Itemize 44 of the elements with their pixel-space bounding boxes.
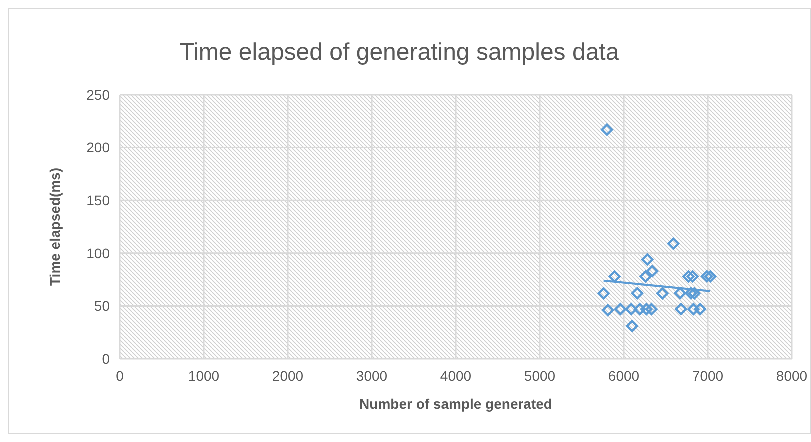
chart-title: Time elapsed of generating samples data xyxy=(180,39,620,66)
point xyxy=(641,254,654,266)
point xyxy=(701,270,714,283)
point xyxy=(694,303,707,316)
point xyxy=(688,287,701,300)
point xyxy=(602,304,614,317)
x-tick-label: 3000 xyxy=(356,368,388,384)
point xyxy=(608,270,621,283)
x-tick-label: 1000 xyxy=(188,368,220,384)
x-tick-label: 4000 xyxy=(440,368,472,384)
point xyxy=(640,270,652,283)
y-tick-label: 50 xyxy=(94,298,110,314)
point xyxy=(704,270,717,283)
y-tick-label: 250 xyxy=(86,86,110,103)
point xyxy=(646,265,659,278)
point xyxy=(614,303,627,316)
x-tick-label: 6000 xyxy=(608,368,640,384)
point xyxy=(646,303,658,316)
point xyxy=(688,303,700,316)
x-tick-label: 2000 xyxy=(272,368,304,384)
point xyxy=(640,303,653,316)
point xyxy=(682,270,695,283)
y-tick-label: 100 xyxy=(86,245,110,262)
point xyxy=(686,270,699,283)
point xyxy=(631,287,644,300)
x-tick-label: 7000 xyxy=(692,368,724,384)
point xyxy=(674,287,686,300)
point xyxy=(626,320,638,332)
x-axis-title: Number of sample generated xyxy=(360,396,552,412)
y-tick-label: 0 xyxy=(102,350,110,367)
y-tick-label: 150 xyxy=(86,192,110,208)
point xyxy=(667,238,680,250)
point xyxy=(675,303,688,316)
y-axis-title: Time elapsed(ms) xyxy=(47,168,63,286)
point xyxy=(685,287,698,300)
point xyxy=(598,287,610,300)
point xyxy=(601,124,614,136)
point xyxy=(625,303,638,316)
x-tick-label: 5000 xyxy=(524,368,556,384)
point xyxy=(656,287,669,300)
x-tick-label: 0 xyxy=(116,368,124,384)
x-tick-label: 8000 xyxy=(776,368,808,384)
point xyxy=(634,303,646,316)
y-tick-label: 200 xyxy=(86,140,110,156)
